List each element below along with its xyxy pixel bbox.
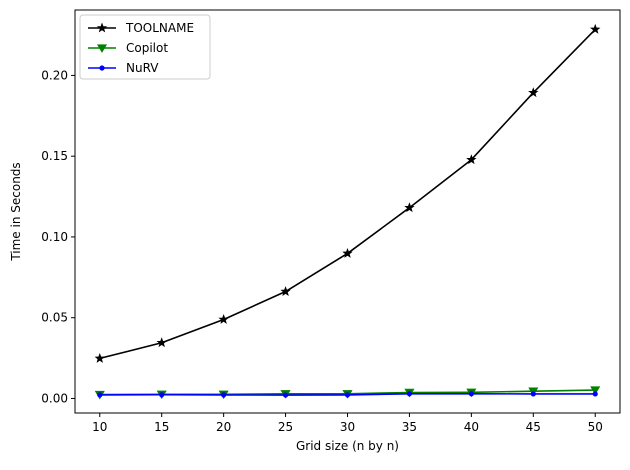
data-point — [97, 392, 103, 398]
legend-item: NuRV — [88, 61, 159, 75]
data-point — [404, 202, 415, 213]
x-tick-label: 25 — [278, 420, 293, 434]
series-nurv — [97, 391, 598, 398]
data-point — [590, 23, 601, 34]
x-tick-label: 50 — [588, 420, 603, 434]
x-tick-label: 35 — [402, 420, 417, 434]
data-point — [592, 391, 598, 397]
legend-label: NuRV — [126, 61, 159, 75]
data-point — [406, 391, 413, 397]
legend-label: Copilot — [126, 41, 168, 55]
y-axis-label: Time in Seconds — [9, 162, 23, 261]
y-axis: 0.00 0.05 0.10 0.15 0.20 — [41, 68, 75, 405]
y-tick-label: 0.05 — [41, 311, 68, 325]
x-tick-label: 15 — [154, 420, 169, 434]
y-tick-label: 0.10 — [41, 230, 68, 244]
y-tick-label: 0.00 — [41, 391, 68, 405]
x-tick-label: 45 — [526, 420, 541, 434]
data-point — [344, 392, 351, 398]
x-tick-label: 40 — [464, 420, 479, 434]
x-axis: 10 15 20 25 30 35 40 45 50 — [92, 413, 603, 434]
legend-label: TOOLNAME — [125, 21, 194, 35]
data-point — [530, 391, 536, 397]
data-point — [590, 386, 601, 395]
legend-box — [79, 14, 211, 80]
x-tick-label: 10 — [92, 420, 107, 434]
data-point — [221, 392, 227, 398]
legend-item: Copilot — [88, 41, 168, 55]
legend: TOOLNAME Copilot NuRV — [79, 14, 211, 80]
series-layer — [94, 23, 601, 400]
data-point — [280, 286, 291, 296]
legend-marker — [96, 44, 108, 53]
data-point — [94, 352, 105, 363]
data-point — [282, 392, 289, 398]
data-point — [468, 391, 474, 397]
data-point — [159, 392, 165, 398]
y-tick-label: 0.15 — [41, 149, 68, 163]
data-point — [218, 314, 229, 324]
legend-item: TOOLNAME — [88, 21, 194, 35]
y-tick-label: 0.20 — [41, 68, 68, 82]
series-toolname — [94, 23, 601, 363]
data-point — [466, 154, 477, 165]
data-point — [342, 247, 353, 258]
data-point — [156, 337, 167, 348]
x-tick-label: 20 — [216, 420, 231, 434]
legend-marker — [96, 22, 108, 33]
x-axis-label: Grid size (n by n) — [296, 439, 399, 453]
x-tick-label: 30 — [340, 420, 355, 434]
legend-marker — [99, 65, 105, 71]
data-point — [528, 87, 539, 98]
